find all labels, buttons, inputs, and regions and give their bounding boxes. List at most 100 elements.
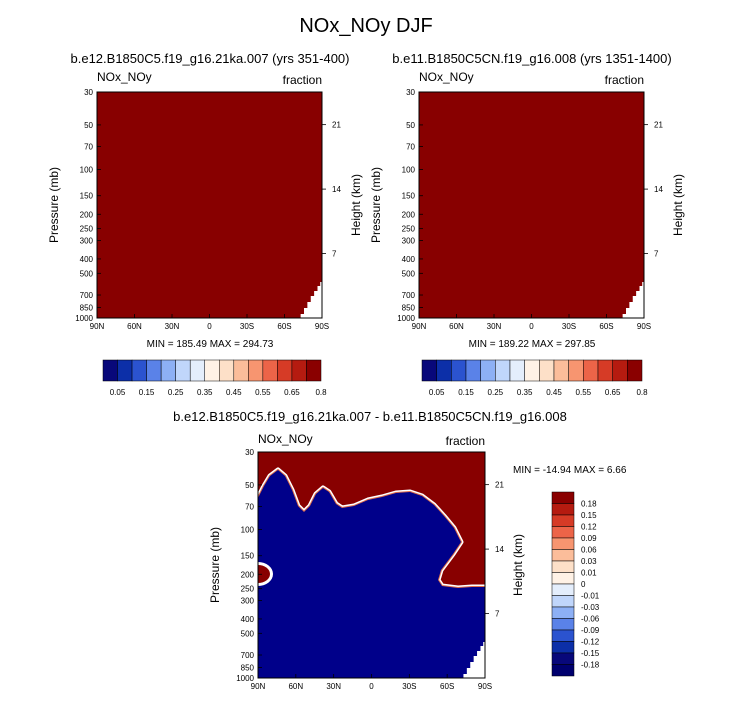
latitude-tick-label: 90S bbox=[637, 322, 651, 331]
pressure-tick-label: 50 bbox=[406, 121, 415, 130]
colorbar-swatch bbox=[204, 359, 220, 382]
pressure-tick-label: 1000 bbox=[397, 314, 415, 323]
latitude-tick-label: 90N bbox=[90, 322, 105, 331]
pressure-tick-label: 30 bbox=[84, 88, 93, 97]
colorbar-label: 0.35 bbox=[517, 388, 533, 397]
colorbar-label: 0.8 bbox=[315, 388, 327, 397]
latitude-tick-label: 30S bbox=[402, 682, 416, 691]
pressure-tick-label: 850 bbox=[241, 664, 255, 673]
panel-1-min-max: MIN = 185.49 MAX = 294.73 bbox=[147, 339, 274, 350]
height-tick-label: 21 bbox=[654, 121, 663, 130]
colorbar-label: 0.15 bbox=[458, 388, 474, 397]
pressure-tick-label: 400 bbox=[80, 255, 94, 264]
colorbar-label: 0.45 bbox=[546, 388, 562, 397]
colorbar-swatch bbox=[551, 629, 575, 642]
main-title: NOx_NOy DJF bbox=[299, 15, 432, 37]
pressure-tick-label: 70 bbox=[84, 143, 93, 152]
colorbar-swatch bbox=[465, 359, 481, 382]
missing-step bbox=[642, 282, 644, 318]
colorbar-label: -0.15 bbox=[581, 649, 600, 658]
colorbar-swatch bbox=[539, 359, 555, 382]
colorbar-swatch bbox=[612, 359, 628, 382]
colorbar-swatch bbox=[627, 359, 643, 382]
pressure-tick-label: 500 bbox=[241, 629, 255, 638]
pressure-tick-label: 300 bbox=[241, 596, 255, 605]
latitude-tick-label: 90N bbox=[251, 682, 266, 691]
colorbar-label: 0.12 bbox=[581, 523, 597, 532]
panel-3-missing-region bbox=[463, 642, 485, 678]
colorbar-swatch bbox=[551, 503, 575, 516]
colorbar-swatch bbox=[495, 359, 511, 382]
latitude-tick-label: 30S bbox=[562, 322, 576, 331]
pressure-tick-label: 850 bbox=[402, 304, 416, 313]
panel-3-height-axis: 21 14 7 bbox=[485, 481, 504, 619]
pressure-tick-label: 30 bbox=[406, 88, 415, 97]
colorbar-swatch bbox=[551, 618, 575, 631]
panel-1-height-axis: 21 14 7 bbox=[322, 121, 341, 259]
colorbar-label: 0.65 bbox=[605, 388, 621, 397]
colorbar-swatch bbox=[117, 359, 133, 382]
pressure-tick-label: 700 bbox=[402, 291, 416, 300]
colorbar-label: 0.15 bbox=[139, 388, 155, 397]
colorbar-label: 0.05 bbox=[429, 388, 445, 397]
colorbar-swatch bbox=[551, 664, 575, 677]
panel-difference: b.e12.B1850C5.f19_g16.21ka.007 - b.e11.B… bbox=[173, 409, 627, 691]
missing-step bbox=[483, 642, 485, 678]
missing-step bbox=[320, 282, 322, 318]
panel-1-latitude-axis: 90N 60N 30N 0 30S 60S 90S bbox=[90, 314, 329, 331]
pressure-tick-label: 250 bbox=[402, 225, 416, 234]
latitude-tick-label: 30N bbox=[487, 322, 502, 331]
colorbar-swatch bbox=[551, 572, 575, 585]
colorbar-swatch bbox=[551, 537, 575, 550]
colorbar-label: 0 bbox=[581, 580, 586, 589]
colorbar-panel-2: 0.05 0.15 0.25 0.35 0.45 0.55 0.65 0.8 bbox=[421, 359, 648, 397]
latitude-tick-label: 60N bbox=[288, 682, 303, 691]
pressure-tick-label: 150 bbox=[80, 192, 94, 201]
colorbar-label: 0.09 bbox=[581, 534, 597, 543]
panel-1-height-label: Height (km) bbox=[349, 174, 363, 236]
colorbar-difference: 0.18 0.15 0.12 0.09 0.06 0.03 0.01 0 -0.01 -0.03 -… bbox=[551, 491, 600, 677]
colorbar-swatch bbox=[509, 359, 525, 382]
colorbar-swatch bbox=[102, 359, 118, 382]
pressure-tick-label: 400 bbox=[241, 615, 255, 624]
panel-2-height-label: Height (km) bbox=[671, 174, 685, 236]
colorbar-swatch bbox=[551, 606, 575, 619]
colorbar-label: 0.65 bbox=[284, 388, 300, 397]
colorbar-label: 0.55 bbox=[255, 388, 271, 397]
colorbar-label: -0.06 bbox=[581, 615, 600, 624]
colorbar-label: 0.8 bbox=[636, 388, 648, 397]
colorbar-swatch bbox=[160, 359, 176, 382]
panel-2-missing-region bbox=[622, 282, 644, 318]
pressure-tick-label: 250 bbox=[241, 585, 255, 594]
pressure-tick-label: 500 bbox=[402, 269, 416, 278]
colorbar-swatch bbox=[551, 526, 575, 539]
pressure-tick-label: 200 bbox=[402, 210, 416, 219]
panel-2-min-max: MIN = 189.22 MAX = 297.85 bbox=[469, 339, 596, 350]
colorbar-swatch bbox=[480, 359, 496, 382]
panel-2-height-axis: 21 14 7 bbox=[644, 121, 663, 259]
colorbar-swatch bbox=[306, 359, 322, 382]
colorbar-swatch bbox=[131, 359, 147, 382]
height-tick-label: 14 bbox=[495, 545, 504, 554]
latitude-tick-label: 30N bbox=[326, 682, 341, 691]
colorbar-swatch bbox=[277, 359, 293, 382]
panel-1-variable-label: NOx_NOy bbox=[97, 70, 152, 84]
panel-1-field bbox=[97, 92, 322, 318]
panel-2-latitude-axis: 90N 60N 30N 0 30S 60S 90S bbox=[412, 314, 651, 331]
height-tick-label: 21 bbox=[495, 481, 504, 490]
pressure-tick-label: 50 bbox=[84, 121, 93, 130]
colorbar-swatch bbox=[551, 583, 575, 596]
colorbar-label: -0.01 bbox=[581, 592, 600, 601]
pressure-tick-label: 100 bbox=[402, 166, 416, 175]
latitude-tick-label: 0 bbox=[207, 322, 212, 331]
colorbar-label: 0.55 bbox=[576, 388, 592, 397]
pressure-tick-label: 200 bbox=[241, 570, 255, 579]
latitude-tick-label: 0 bbox=[529, 322, 534, 331]
pressure-tick-label: 50 bbox=[245, 481, 254, 490]
colorbar-swatch bbox=[553, 359, 569, 382]
panel-3-pressure-label: Pressure (mb) bbox=[208, 527, 222, 603]
colorbar-swatch bbox=[233, 359, 249, 382]
pressure-tick-label: 300 bbox=[80, 236, 94, 245]
pressure-tick-label: 700 bbox=[80, 291, 94, 300]
colorbar-swatch bbox=[597, 359, 613, 382]
